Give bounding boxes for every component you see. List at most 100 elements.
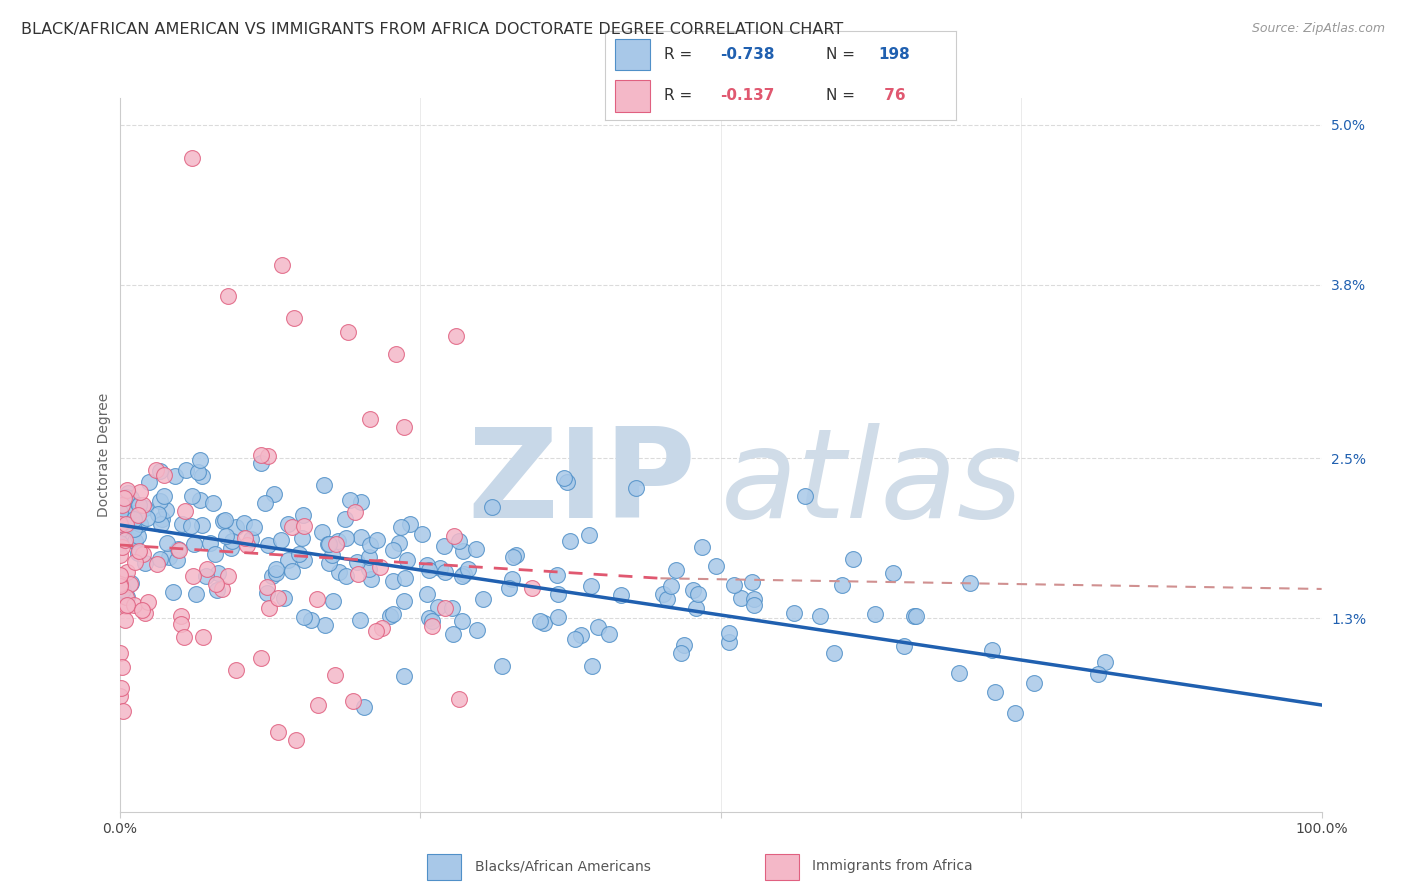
Point xyxy=(586,620,609,634)
Point xyxy=(686,587,709,601)
Point xyxy=(188,452,211,467)
Point xyxy=(124,555,146,569)
Point xyxy=(368,560,391,574)
Point xyxy=(472,591,495,606)
Point xyxy=(150,517,173,532)
Point xyxy=(283,311,305,326)
Point xyxy=(547,587,569,601)
Point xyxy=(429,560,451,574)
Point xyxy=(378,609,401,624)
Point xyxy=(741,574,763,589)
Point xyxy=(127,529,149,543)
Point xyxy=(257,538,280,552)
Point xyxy=(415,558,437,572)
Point xyxy=(257,601,280,615)
Point xyxy=(204,547,226,561)
Point xyxy=(465,624,488,638)
Point xyxy=(148,552,170,566)
Point xyxy=(127,546,149,560)
Point xyxy=(842,552,865,566)
Point xyxy=(347,567,370,582)
Point xyxy=(418,563,440,577)
Point xyxy=(115,598,138,612)
Point xyxy=(131,498,153,512)
Point xyxy=(366,533,388,548)
Point xyxy=(108,576,131,591)
Point xyxy=(723,577,745,591)
Point xyxy=(465,542,488,557)
Point xyxy=(292,610,315,624)
Point xyxy=(240,532,263,546)
Point xyxy=(120,533,142,547)
Point xyxy=(132,547,155,561)
Point xyxy=(111,660,134,674)
Point xyxy=(115,590,138,604)
Point xyxy=(115,483,138,498)
Point xyxy=(166,553,188,567)
Point xyxy=(221,534,243,549)
Point xyxy=(266,591,288,606)
Point xyxy=(444,328,467,343)
Point xyxy=(1024,676,1046,690)
Point xyxy=(145,558,167,572)
Point xyxy=(569,628,592,642)
Point xyxy=(447,692,470,706)
Point xyxy=(108,517,131,532)
Point xyxy=(273,591,295,606)
Point xyxy=(321,594,343,608)
Point xyxy=(149,464,172,478)
Point xyxy=(165,469,187,483)
Point xyxy=(249,650,271,665)
Point xyxy=(114,533,136,548)
Point xyxy=(254,496,277,510)
Bar xyxy=(427,855,461,880)
Point xyxy=(808,608,831,623)
Point xyxy=(267,725,290,739)
Point xyxy=(112,582,135,597)
Point xyxy=(111,540,134,554)
Point xyxy=(382,574,405,588)
Text: 76: 76 xyxy=(879,88,905,103)
Point xyxy=(1094,655,1116,669)
Point xyxy=(903,608,925,623)
Text: R =: R = xyxy=(665,47,697,62)
Point xyxy=(111,704,134,718)
Point xyxy=(626,481,648,495)
Point xyxy=(742,591,765,606)
Point xyxy=(122,598,145,612)
Point xyxy=(350,530,373,544)
Point xyxy=(318,556,340,570)
Point xyxy=(270,258,292,272)
Point xyxy=(120,576,142,591)
Point xyxy=(207,566,229,581)
Point xyxy=(162,585,184,599)
Point xyxy=(211,514,233,528)
Point xyxy=(385,347,408,361)
Point xyxy=(505,549,527,563)
Point xyxy=(420,619,443,633)
Point xyxy=(195,562,218,576)
Point xyxy=(553,471,575,485)
Point xyxy=(416,587,439,601)
Point xyxy=(183,537,205,551)
Point xyxy=(357,549,380,564)
Point xyxy=(433,600,456,615)
Text: -0.738: -0.738 xyxy=(721,47,775,62)
Point xyxy=(292,508,315,522)
Point xyxy=(394,571,416,585)
Point xyxy=(328,565,350,579)
Point xyxy=(717,626,740,640)
Point xyxy=(357,561,380,575)
Point xyxy=(127,510,149,524)
Point xyxy=(547,610,569,624)
Point xyxy=(672,639,695,653)
Point xyxy=(292,553,315,567)
Point xyxy=(134,556,156,570)
Point xyxy=(114,517,136,532)
Point xyxy=(433,539,456,553)
Point xyxy=(457,562,479,576)
Point xyxy=(136,594,159,608)
Point xyxy=(685,600,707,615)
Point xyxy=(232,516,254,530)
Point xyxy=(598,626,620,640)
